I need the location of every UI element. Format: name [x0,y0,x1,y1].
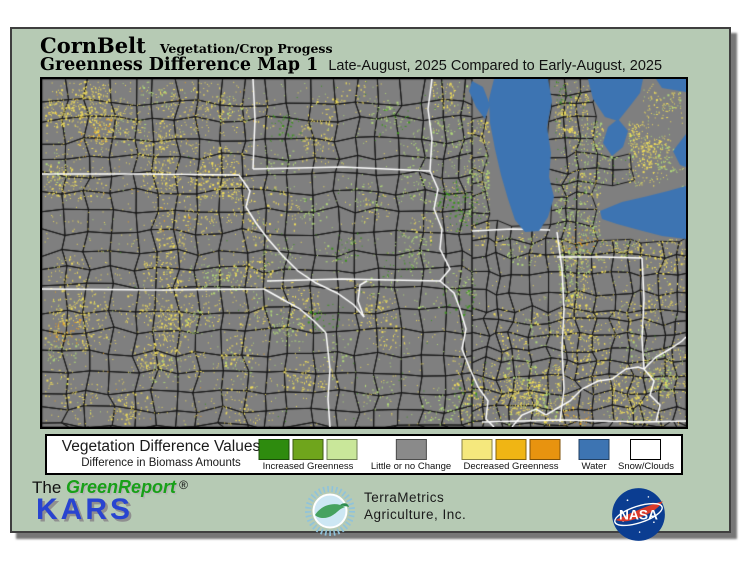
terrametrics-logo-icon [305,486,355,536]
legend-group-label: Water [581,461,607,472]
kars-wordmark: KARS [36,493,134,526]
map-frame [40,77,688,429]
legend-swatch [461,439,493,460]
legend-group: Increased Greenness [258,439,358,472]
legend-swatch [630,439,662,460]
registered-mark: ® [179,478,188,492]
legend-swatch [292,439,324,460]
nasa-logo-icon: NASA [612,488,665,541]
header-line-2: Greenness Difference Map 1 Late-August, 2… [40,55,662,75]
legend-swatch [326,439,358,460]
terrametrics-line1: TerraMetrics [364,490,445,505]
legend-group-label: Decreased Greenness [463,461,559,472]
legend-group: Little or no Change [371,439,451,472]
nasa-wordmark: NASA [619,507,658,522]
legend-box: Vegetation Difference Values Difference … [45,434,683,475]
legend-group-label: Increased Greenness [262,461,354,472]
brand-the-text: The [32,478,67,497]
header-line-1: CornBelt Vegetation/Crop Progess [40,33,332,58]
legend-group: Water [578,439,610,472]
legend-text-block: Vegetation Difference Values Difference … [53,437,269,470]
legend-group-label: Snow/Clouds [618,461,674,472]
greenreport-brand: The GreenReport ® [32,477,188,498]
region-title: CornBelt [40,33,146,58]
report-subtitle: Vegetation/Crop Progess [159,41,333,56]
legend-group: Decreased Greenness [461,439,561,472]
map-title: Greenness Difference Map 1 [40,55,319,75]
terrametrics-text: TerraMetrics Agriculture, Inc. [364,490,466,523]
terrametrics-line2: Agriculture, Inc. [364,506,467,522]
greenness-map-canvas [42,79,686,427]
legend-group: Snow/Clouds [618,439,674,472]
legend-swatch [395,439,427,460]
legend-title: Vegetation Difference Values [61,438,261,455]
legend-swatch [258,439,290,460]
legend-group-label: Little or no Change [370,461,452,472]
legend-swatch [578,439,610,460]
comparison-period: Late-August, 2025 Compared to Early-Augu… [328,58,663,74]
legend-swatch [495,439,527,460]
legend-swatch [529,439,561,460]
brand-name-text: GreenReport [66,477,177,497]
legend-subtitle: Difference in Biomass Amounts [81,457,241,469]
greenreport-panel: CornBelt Vegetation/Crop Progess Greennes… [10,27,731,541]
